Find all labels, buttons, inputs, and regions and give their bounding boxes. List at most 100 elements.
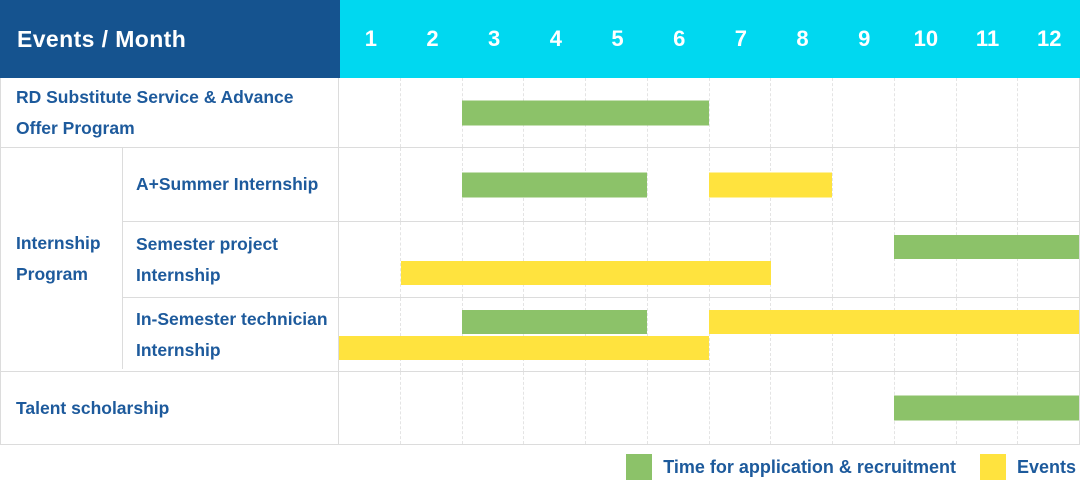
month-gridline-col	[586, 298, 648, 371]
chart-cell	[339, 222, 1079, 297]
month-gridline-col	[833, 372, 895, 444]
month-gridline-col	[895, 222, 957, 297]
month-gridline-col	[771, 78, 833, 147]
month-gridline-col	[648, 372, 710, 444]
month-header-3: 3	[488, 26, 501, 51]
events-bar	[709, 309, 1079, 334]
events-month-table: Events / Month 1 2 3 4 5 6 7 8 9 10 11 12 RD Substi…	[0, 0, 1080, 445]
month-gridline-col	[710, 222, 772, 297]
events-bar	[339, 335, 709, 360]
month-gridline-col	[401, 148, 463, 221]
chart-cell	[339, 298, 1079, 371]
month-gridline-col	[1018, 222, 1079, 297]
month-gridline-col	[771, 148, 833, 221]
month-gridline-col	[771, 372, 833, 444]
month-gridline-col	[1018, 78, 1079, 147]
row-label: A+Summer Internship	[123, 148, 339, 221]
month-header-7: 7	[734, 26, 747, 51]
table-section: Internship Program A+Summer Internship Sem…	[1, 147, 1079, 371]
month-gridlines	[339, 298, 1079, 371]
month-gridline-col	[771, 222, 833, 297]
month-gridline-col	[339, 298, 401, 371]
legend-label: Time for application & recruitment	[663, 456, 956, 477]
month-gridline-col	[895, 148, 957, 221]
application-bar	[894, 234, 1079, 259]
row-label: Talent scholarship	[1, 372, 339, 444]
month-gridline-col	[401, 222, 463, 297]
month-header-6: 6	[673, 26, 686, 51]
month-gridline-col	[401, 298, 463, 371]
month-gridline-col	[710, 298, 772, 371]
table-row: In-Semester technician Internship	[123, 297, 1079, 371]
month-gridline-col	[463, 298, 525, 371]
month-gridline-col	[895, 298, 957, 371]
month-header-9: 9	[858, 26, 871, 51]
application-bar	[462, 172, 648, 197]
legend-label: Events	[1016, 456, 1076, 477]
month-gridline-col	[339, 148, 401, 221]
chart-cell	[339, 78, 1079, 147]
month-gridline-col	[586, 222, 648, 297]
month-gridline-col	[771, 298, 833, 371]
month-gridline-col	[524, 222, 586, 297]
group-sub-rows: A+Summer Internship Semester project Inte…	[123, 148, 1079, 371]
table-section: Talent scholarship	[1, 371, 1079, 444]
month-gridline-col	[957, 78, 1019, 147]
application-legend-swatch	[626, 454, 653, 480]
month-header-strip: 1 2 3 4 5 6 7 8 9 10 11 12	[340, 0, 1080, 78]
month-gridline-col	[339, 222, 401, 297]
month-gridline-col	[957, 148, 1019, 221]
events-bar	[709, 172, 833, 197]
month-gridline-col	[648, 148, 710, 221]
events-bar	[400, 260, 771, 285]
month-gridline-col	[401, 372, 463, 444]
month-gridlines	[339, 222, 1079, 297]
month-gridline-col	[895, 78, 957, 147]
table-row: A+Summer Internship	[123, 148, 1079, 221]
month-gridline-col	[710, 78, 772, 147]
month-gridline-col	[648, 298, 710, 371]
month-gridline-col	[339, 372, 401, 444]
month-gridline-col	[524, 298, 586, 371]
month-gridline-col	[957, 298, 1019, 371]
month-gridline-col	[648, 78, 710, 147]
month-header-2: 2	[426, 26, 439, 51]
month-gridline-col	[463, 222, 525, 297]
month-gridline-col	[401, 78, 463, 147]
month-gridline-col	[957, 222, 1019, 297]
application-bar	[462, 100, 709, 125]
table-section: RD Substitute Service & Advance Offer Pr…	[1, 78, 1079, 147]
month-gridline-col	[833, 222, 895, 297]
row-label: RD Substitute Service & Advance Offer Pr…	[1, 78, 339, 147]
month-gridline-col	[524, 372, 586, 444]
application-bar	[894, 395, 1079, 421]
legend: Time for application & recruitment Events	[626, 454, 1076, 480]
table-row: Semester project Internship	[123, 221, 1079, 297]
month-gridline-col	[833, 298, 895, 371]
month-header-8: 8	[796, 26, 809, 51]
events-month-header-label: Events / Month	[17, 25, 187, 52]
events-month-header-cell: Events / Month	[0, 0, 340, 78]
month-gridline-col	[833, 148, 895, 221]
events-legend-swatch	[979, 454, 1006, 480]
month-gridlines	[339, 78, 1079, 147]
month-gridline-col	[710, 372, 772, 444]
table-header-row: Events / Month 1 2 3 4 5 6 7 8 9 10 11 12	[0, 0, 1080, 78]
month-header-12: 12	[1036, 26, 1062, 51]
month-gridline-col	[1018, 148, 1079, 221]
row-label: Semester project Internship	[123, 222, 339, 297]
month-gridline-col	[833, 78, 895, 147]
month-gridline-col	[586, 372, 648, 444]
month-header-5: 5	[611, 26, 624, 51]
legend-item-application: Time for application & recruitment	[626, 454, 956, 480]
legend-item-events: Events	[979, 454, 1076, 480]
application-bar	[462, 309, 648, 334]
chart-cell	[339, 148, 1079, 221]
table-body: RD Substitute Service & Advance Offer Pr…	[0, 78, 1080, 445]
month-header-10: 10	[913, 26, 939, 51]
chart-cell	[339, 372, 1079, 444]
month-gridline-col	[463, 372, 525, 444]
month-gridline-col	[339, 78, 401, 147]
group-label: Internship Program	[1, 148, 123, 369]
